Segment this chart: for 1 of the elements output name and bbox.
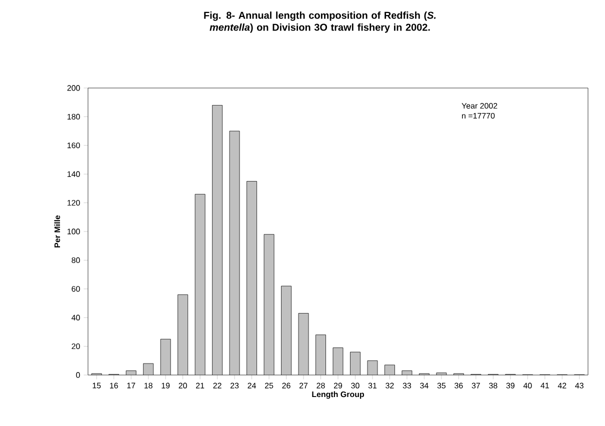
chart-title: Fig. 8- Annual length composition of Redfish (S. mentella) on Division 3O trawl fishery in 2002. (204, 12, 436, 33)
